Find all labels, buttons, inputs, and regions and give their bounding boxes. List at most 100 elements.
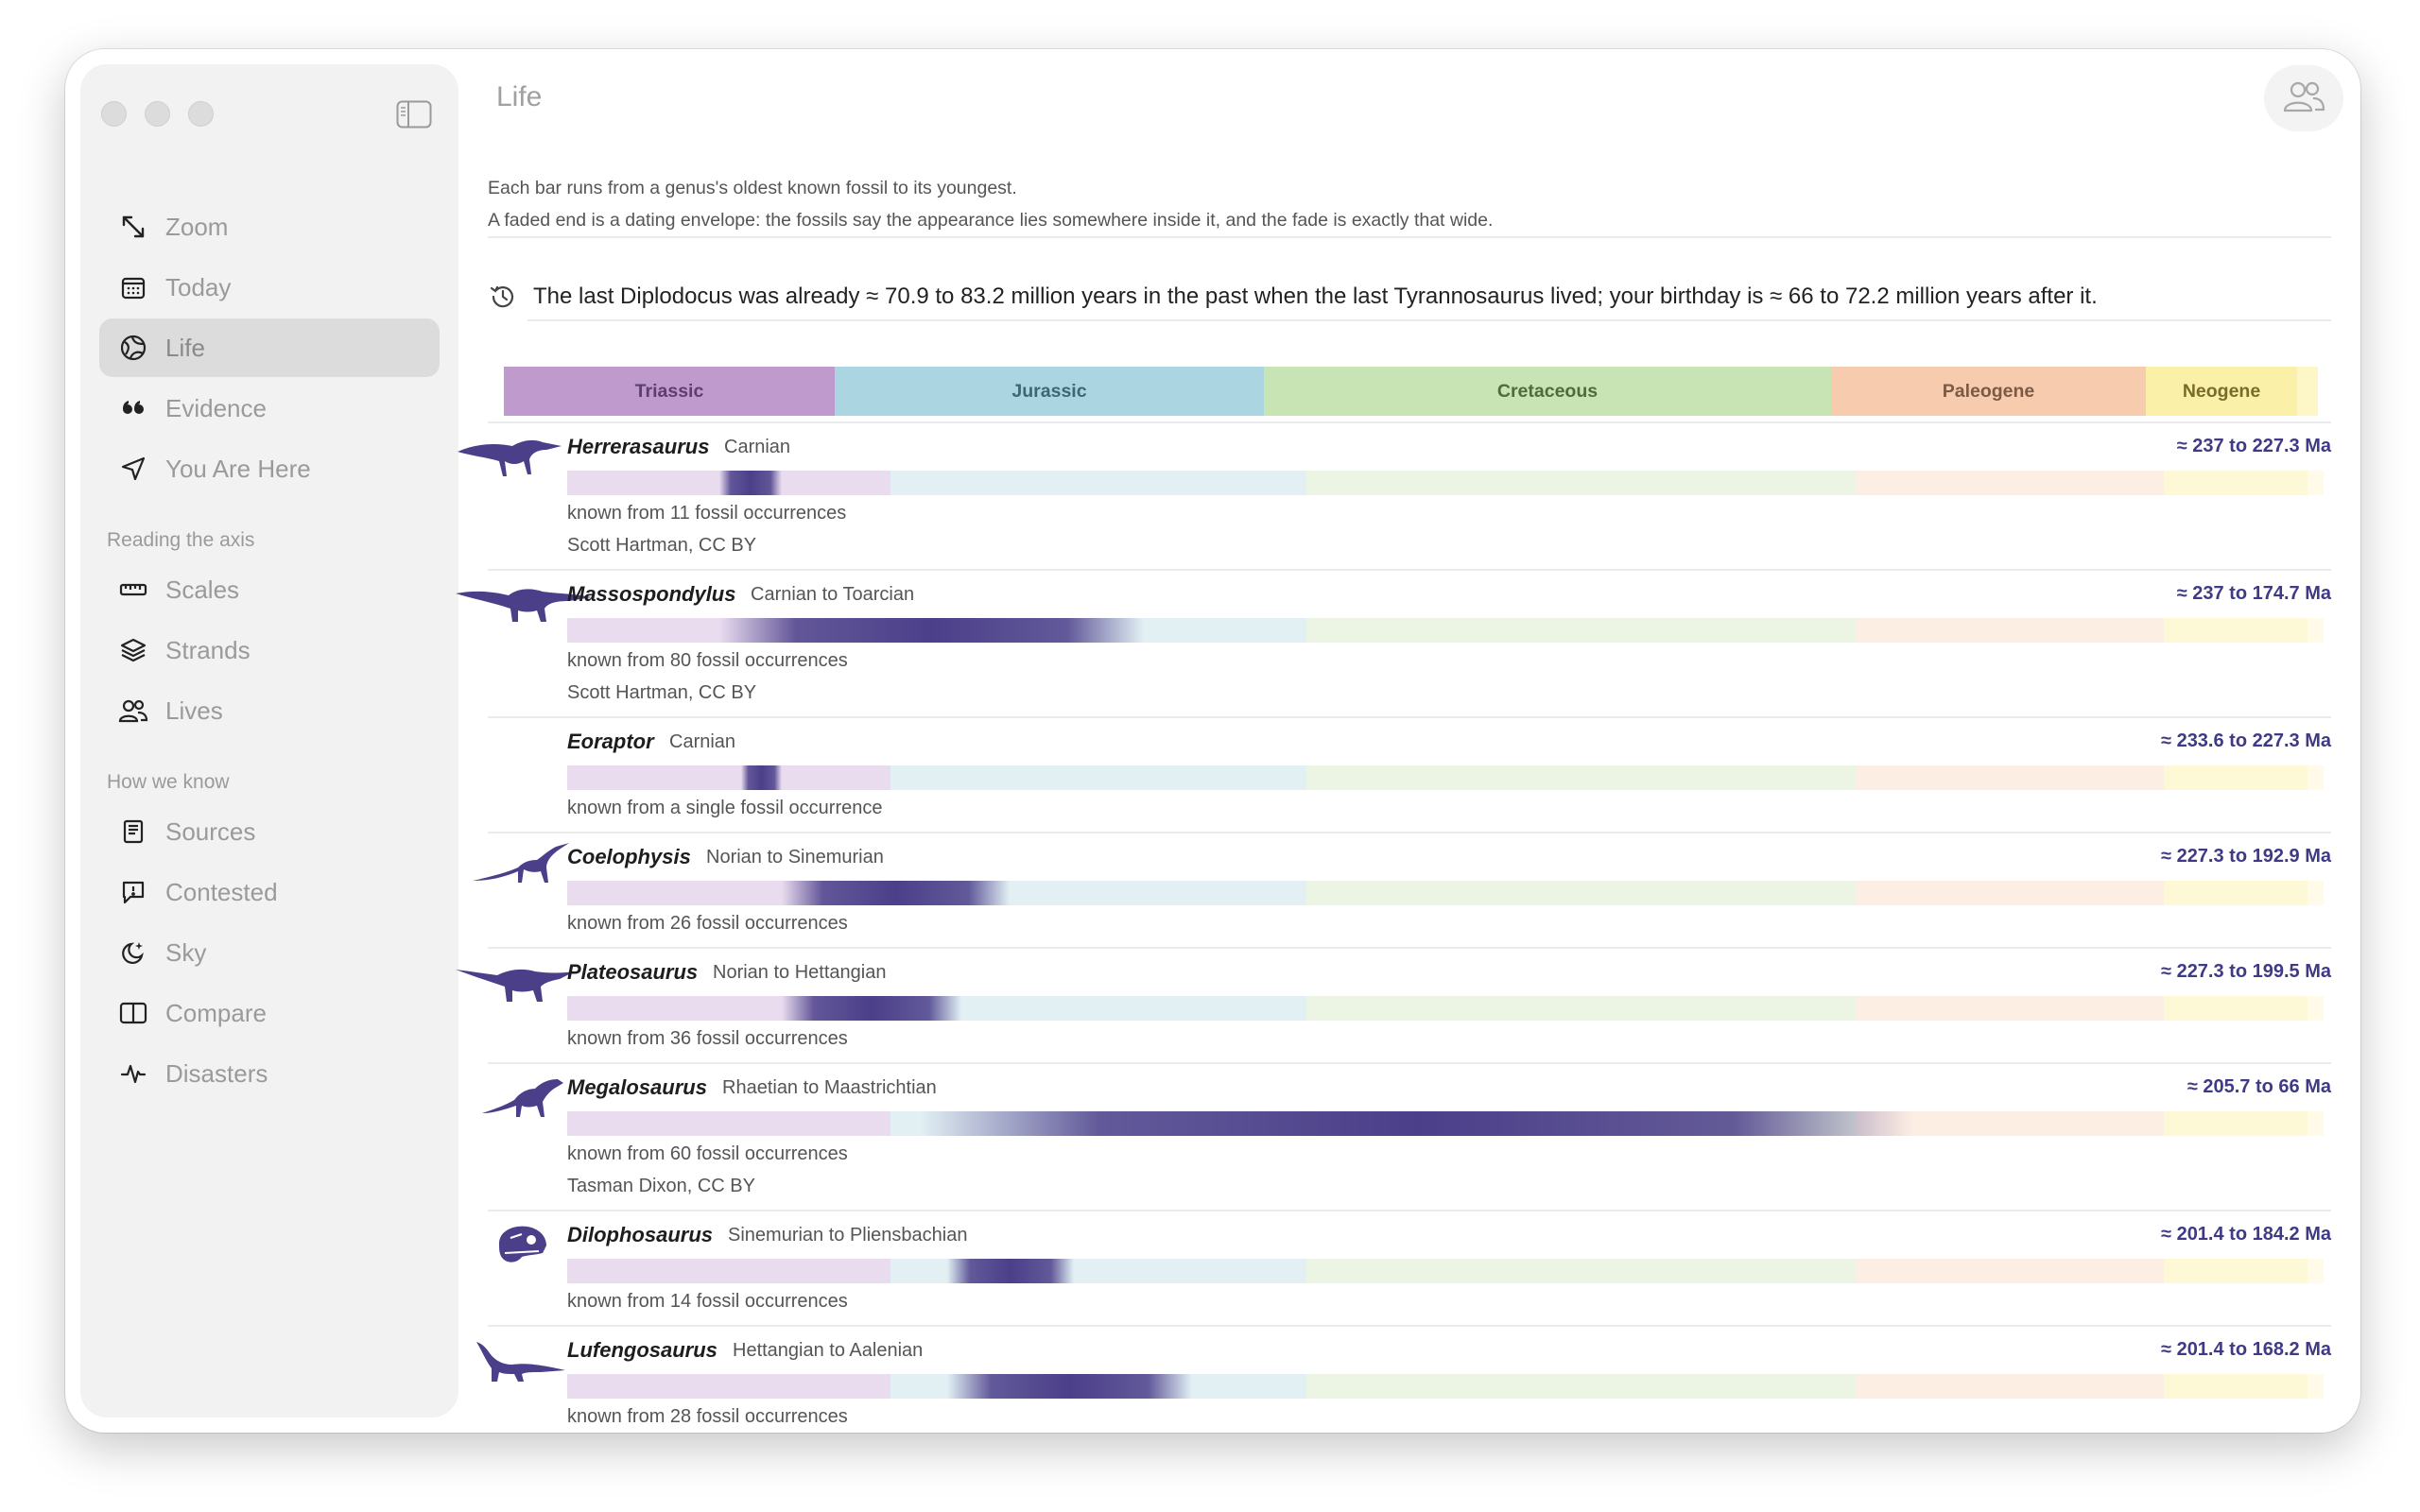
genus-range: ≈ 205.7 to 66 Ma bbox=[2187, 1076, 2331, 1097]
location-arrow-icon bbox=[118, 454, 148, 484]
period-track-segment bbox=[1306, 765, 1857, 790]
period-track-segment bbox=[1306, 1259, 1857, 1283]
period-track-segment bbox=[890, 471, 1306, 495]
fossil-range-bar bbox=[781, 996, 961, 1021]
genus-name: Coelophysis bbox=[567, 845, 691, 868]
fossil-range-bar bbox=[740, 765, 782, 790]
sidebar-item-label: Compare bbox=[165, 998, 267, 1027]
divider bbox=[488, 716, 2331, 718]
period-track-segment bbox=[890, 765, 1306, 790]
statement-text: The last Diplodocus was already ≈ 70.9 t… bbox=[533, 284, 2098, 309]
period-track-segment bbox=[2308, 881, 2324, 905]
sidebar-toggle-icon[interactable] bbox=[396, 100, 432, 129]
genus-stages: Hettangian to Aalenian bbox=[733, 1340, 924, 1361]
book-icon bbox=[118, 816, 148, 847]
genus-row[interactable]: Coelophysis Norian to Sinemurian ≈ 227.3… bbox=[473, 833, 2331, 949]
genus-name: Dilophosaurus bbox=[567, 1223, 714, 1246]
quote-icon bbox=[118, 393, 148, 423]
intro-line: Each bar runs from a genus's oldest know… bbox=[488, 178, 1017, 198]
sidebar-item-label: Sources bbox=[165, 816, 256, 846]
section-header: Reading the axis bbox=[107, 529, 255, 551]
occurrence-count: known from 36 fossil occurrences bbox=[567, 1028, 848, 1049]
massospondylus-silhouette bbox=[456, 578, 597, 630]
genus-range: ≈ 227.3 to 199.5 Ma bbox=[2161, 961, 2331, 982]
sidebar-item-contested[interactable]: Contested bbox=[99, 863, 440, 921]
genus-row[interactable]: Eoraptor Carnian ≈ 233.6 to 227.3 Ma kno… bbox=[488, 718, 2331, 833]
sidebar-item-label: Strands bbox=[165, 635, 251, 664]
fossil-range-bar bbox=[718, 471, 782, 495]
zoom-window-button[interactable] bbox=[188, 101, 214, 127]
period-track-segment bbox=[2308, 471, 2324, 495]
sidebar-item-label: Lives bbox=[165, 696, 223, 725]
sidebar-item-lives[interactable]: Lives bbox=[99, 681, 440, 740]
genus-row[interactable]: Megalosaurus Rhaetian to Maastrichtian ≈… bbox=[482, 1064, 2331, 1211]
sidebar-item-sky[interactable]: Sky bbox=[99, 923, 440, 982]
genus-row[interactable]: Dilophosaurus Sinemurian to Pliensbachia… bbox=[488, 1211, 2331, 1327]
genus-name: Megalosaurus bbox=[567, 1075, 707, 1099]
period-track-segment bbox=[2164, 1111, 2308, 1136]
people-icon bbox=[118, 696, 148, 726]
sidebar-item-sources[interactable]: Sources bbox=[99, 802, 440, 861]
period-track bbox=[567, 765, 2324, 790]
period-track-segment bbox=[1306, 471, 1857, 495]
sidebar-item-label: You Are Here bbox=[165, 454, 311, 483]
sidebar-item-zoom[interactable]: Zoom bbox=[99, 198, 440, 256]
period-track-segment bbox=[2164, 996, 2308, 1021]
genus-stages: Rhaetian to Maastrichtian bbox=[722, 1077, 937, 1098]
period-track-segment bbox=[2164, 765, 2308, 790]
period-track-segment bbox=[2308, 618, 2324, 643]
period-track-segment bbox=[2164, 881, 2308, 905]
divider bbox=[488, 421, 2331, 423]
genus-name: Plateosaurus bbox=[567, 960, 699, 984]
minimize-window-button[interactable] bbox=[145, 101, 170, 127]
genus-name: Lufengosaurus bbox=[567, 1338, 717, 1362]
period-track-segment bbox=[2164, 1259, 2308, 1283]
sidebar-item-you-are-here[interactable]: You Are Here bbox=[99, 439, 440, 498]
globe-icon bbox=[118, 333, 148, 363]
period-track-segment bbox=[567, 1259, 890, 1283]
sidebar-item-label: Sky bbox=[165, 937, 207, 967]
period-track-segment bbox=[567, 1111, 890, 1136]
period-track-segment bbox=[2308, 996, 2324, 1021]
genus-range: ≈ 237 to 174.7 Ma bbox=[2176, 583, 2331, 604]
period-neogene: Neogene bbox=[2146, 367, 2297, 416]
period-track-segment bbox=[2308, 765, 2324, 790]
period-track-segment bbox=[1857, 881, 2164, 905]
period-header: Triassic Jurassic Cretaceous Paleogene N… bbox=[504, 367, 2318, 416]
period-track-segment bbox=[1857, 1259, 2164, 1283]
fossil-range-bar bbox=[947, 1259, 1075, 1283]
occurrence-count: known from a single fossil occurrence bbox=[567, 798, 883, 818]
people-button[interactable] bbox=[2264, 65, 2343, 131]
occurrence-count: known from 80 fossil occurrences bbox=[567, 650, 848, 671]
sidebar-item-label: Zoom bbox=[165, 212, 229, 241]
sidebar-item-evidence[interactable]: Evidence bbox=[99, 379, 440, 438]
coelophysis-silhouette bbox=[471, 839, 575, 891]
genus-row[interactable]: Lufengosaurus Hettangian to Aalenian ≈ 2… bbox=[476, 1327, 2331, 1433]
genus-name: Herrerasaurus bbox=[567, 435, 710, 458]
moon-stars-icon bbox=[118, 937, 148, 968]
genus-row[interactable]: Massospondylus Carnian to Toarcian ≈ 237… bbox=[456, 571, 2331, 718]
sidebar-item-disasters[interactable]: Disasters bbox=[99, 1044, 440, 1103]
close-window-button[interactable] bbox=[101, 101, 127, 127]
sidebar-item-scales[interactable]: Scales bbox=[99, 560, 440, 619]
genus-range: ≈ 201.4 to 184.2 Ma bbox=[2161, 1224, 2331, 1245]
split-panel-icon bbox=[118, 998, 148, 1028]
fossil-range-bar bbox=[781, 881, 1011, 905]
period-track bbox=[567, 1259, 2324, 1283]
intro-text: Each bar runs from a genus's oldest know… bbox=[488, 172, 1493, 236]
sidebar: Zoom Today Life Evidence You Are Here Re… bbox=[80, 64, 458, 1418]
sidebar-item-label: Life bbox=[165, 333, 205, 362]
genus-row[interactable]: Herrerasaurus Carnian ≈ 237 to 227.3 Ma … bbox=[458, 423, 2331, 571]
sidebar-item-today[interactable]: Today bbox=[99, 258, 440, 317]
genus-stages: Norian to Sinemurian bbox=[706, 847, 884, 868]
period-cretaceous: Cretaceous bbox=[1264, 367, 1831, 416]
comparison-statement: The last Diplodocus was already ≈ 70.9 t… bbox=[488, 282, 2098, 312]
period-track-segment bbox=[2164, 1374, 2308, 1399]
genus-name: Eoraptor bbox=[567, 730, 654, 753]
sidebar-item-strands[interactable]: Strands bbox=[99, 621, 440, 679]
genus-row[interactable]: Plateosaurus Norian to Hettangian ≈ 227.… bbox=[456, 949, 2331, 1064]
sidebar-item-compare[interactable]: Compare bbox=[99, 984, 440, 1042]
genus-stages: Carnian to Toarcian bbox=[751, 584, 915, 605]
sidebar-item-life[interactable]: Life bbox=[99, 318, 440, 377]
period-jurassic: Jurassic bbox=[835, 367, 1264, 416]
